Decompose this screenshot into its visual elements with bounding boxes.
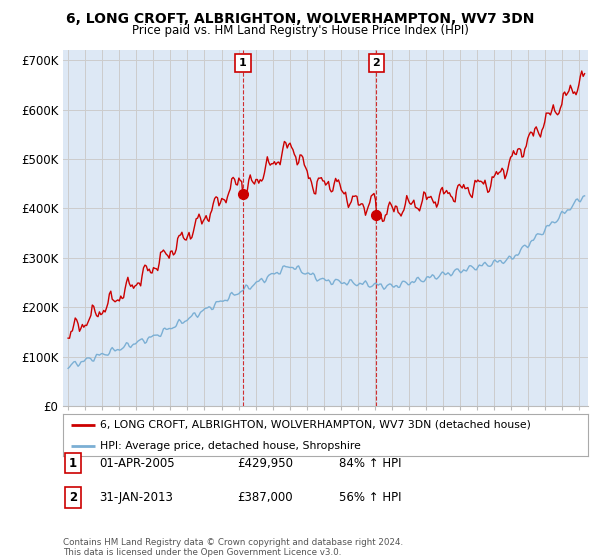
Text: 6, LONG CROFT, ALBRIGHTON, WOLVERHAMPTON, WV7 3DN (detached house): 6, LONG CROFT, ALBRIGHTON, WOLVERHAMPTON… — [100, 420, 530, 430]
Text: 1: 1 — [69, 456, 77, 470]
Text: HPI: Average price, detached house, Shropshire: HPI: Average price, detached house, Shro… — [100, 441, 361, 451]
Text: 01-APR-2005: 01-APR-2005 — [99, 456, 175, 470]
Text: 1: 1 — [239, 58, 247, 68]
Bar — [243, 50, 376, 406]
Text: 6, LONG CROFT, ALBRIGHTON, WOLVERHAMPTON, WV7 3DN: 6, LONG CROFT, ALBRIGHTON, WOLVERHAMPTON… — [66, 12, 534, 26]
Text: Price paid vs. HM Land Registry's House Price Index (HPI): Price paid vs. HM Land Registry's House … — [131, 24, 469, 36]
Text: 2: 2 — [373, 58, 380, 68]
Text: £429,950: £429,950 — [237, 456, 293, 470]
Text: 84% ↑ HPI: 84% ↑ HPI — [339, 456, 401, 470]
Text: £387,000: £387,000 — [237, 491, 293, 504]
Text: 2: 2 — [69, 491, 77, 504]
Text: Contains HM Land Registry data © Crown copyright and database right 2024.
This d: Contains HM Land Registry data © Crown c… — [63, 538, 403, 557]
Text: 56% ↑ HPI: 56% ↑ HPI — [339, 491, 401, 504]
Text: 31-JAN-2013: 31-JAN-2013 — [99, 491, 173, 504]
